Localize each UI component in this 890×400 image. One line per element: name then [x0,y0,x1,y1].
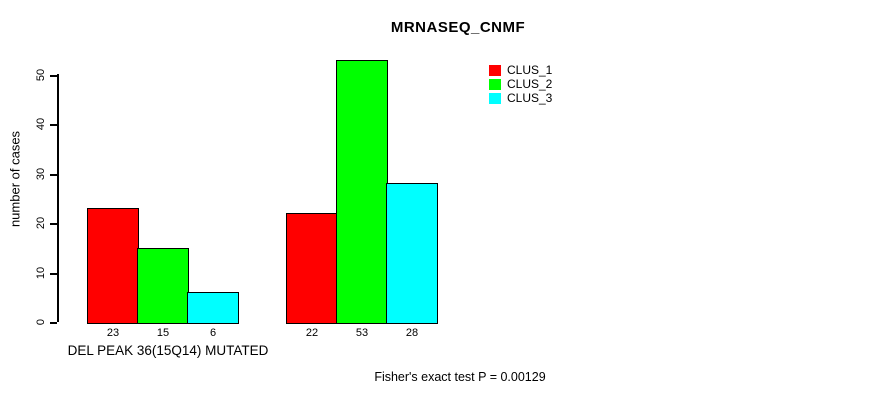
legend-swatch [489,92,501,104]
legend-swatch [489,64,501,76]
legend-item-clus_1: CLUS_1 [489,63,552,77]
legend-label: CLUS_1 [507,63,553,77]
legend-item-clus_3: CLUS_3 [489,91,552,105]
y-tick-mark [50,223,57,225]
y-tick-mark [50,174,57,176]
bar-clus_2-group-1 [137,248,189,324]
legend-swatch [489,78,501,90]
y-axis-label: number of cases [7,130,23,228]
y-tick-label: 0 [35,318,47,326]
legend: CLUS_1 CLUS_2 CLUS_3 [489,63,552,105]
bar-value-label: 22 [305,327,319,339]
y-tick-label: 50 [35,68,47,82]
bar-value-label: 15 [156,327,170,339]
y-tick-label: 20 [35,216,47,230]
legend-label: CLUS_3 [507,91,553,105]
bar-clus_2-group-2 [336,60,388,324]
x-axis-label: DEL PEAK 36(15Q14) MUTATED [67,343,269,358]
y-tick-mark [50,124,57,126]
y-tick-mark [50,322,57,324]
legend-item-clus_2: CLUS_2 [489,77,552,91]
bar-value-label: 6 [209,327,217,339]
bar-value-label: 53 [355,327,369,339]
bar-clus_3-group-2 [386,183,438,324]
y-tick-mark [50,273,57,275]
bar-clus_1-group-1 [87,208,139,324]
y-tick-label: 10 [35,266,47,280]
legend-label: CLUS_2 [507,77,553,91]
bar-clus_1-group-2 [286,213,338,324]
y-tick-label: 30 [35,167,47,181]
fisher-test-annotation: Fisher's exact test P = 0.00129 [374,370,546,384]
y-axis-line [57,74,59,322]
chart-title: MRNASEQ_CNMF [390,19,526,36]
y-tick-mark [50,75,57,77]
bar-clus_3-group-1 [187,292,239,324]
bar-value-label: 28 [405,327,419,339]
y-tick-label: 40 [35,117,47,131]
bar-value-label: 23 [106,327,120,339]
